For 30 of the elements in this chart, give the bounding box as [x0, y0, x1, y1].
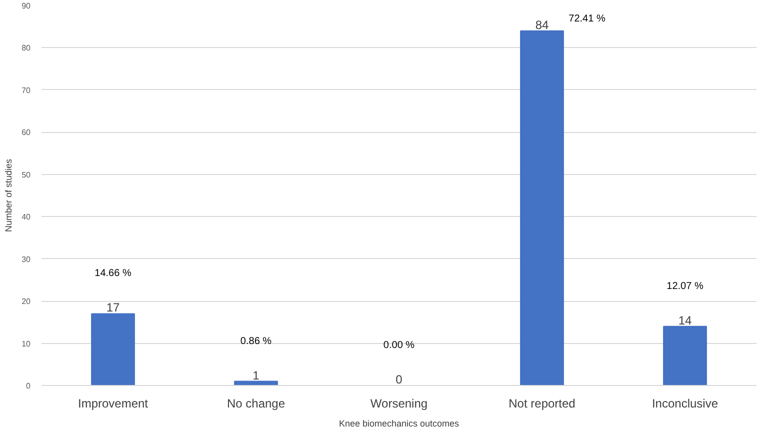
y-tick-label: 40 — [22, 212, 32, 222]
data-label: 1 — [252, 368, 260, 382]
x-tick-label: Worsening — [370, 396, 428, 410]
y-tick-label: 90 — [22, 2, 32, 10]
y-tick-label: 50 — [22, 170, 32, 180]
x-tick-label: Inconclusive — [652, 396, 718, 410]
annotation: 0.00 % — [383, 340, 415, 351]
annotation: 12.07 % — [666, 280, 704, 292]
x-tick-label: No change — [226, 396, 286, 410]
annotation: 72.41 % — [568, 13, 606, 24]
bar — [91, 313, 135, 386]
y-tick-label: 0 — [26, 382, 32, 390]
y-tick-label: 80 — [22, 44, 32, 53]
annotation: 14.66 % — [94, 268, 132, 280]
data-label: 14 — [678, 313, 692, 328]
x-tick-label: Not reported — [508, 396, 576, 410]
y-tick-label: 70 — [22, 86, 32, 95]
data-label: 0 — [396, 372, 403, 386]
x-axis-title: Knee biomechanics outcomes — [338, 418, 460, 428]
data-label: 84 — [535, 18, 549, 32]
annotation: 0.86 % — [240, 336, 272, 347]
y-tick-label: 20 — [22, 297, 32, 306]
bar — [520, 30, 564, 386]
data-label: 17 — [106, 300, 120, 315]
x-tick-label: Improvement — [78, 396, 149, 410]
y-tick-label: 30 — [22, 254, 32, 264]
y-tick-label: 60 — [22, 128, 32, 138]
bar — [663, 326, 707, 386]
y-axis-title: Number of studies — [4, 158, 14, 232]
y-tick-label: 10 — [22, 339, 32, 348]
